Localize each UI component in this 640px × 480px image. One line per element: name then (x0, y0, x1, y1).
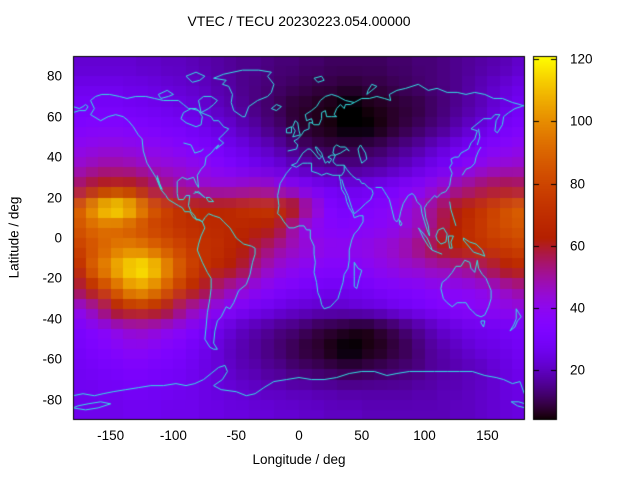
x-tick-label: -100 (159, 428, 187, 443)
x-tick-label: 150 (476, 428, 499, 443)
x-tick-label: -50 (226, 428, 246, 443)
y-tick-label: -60 (42, 351, 62, 367)
x-tick-label: -150 (97, 428, 125, 443)
chart-title: VTEC / TECU 20230223.054.00000 (187, 13, 411, 29)
y-tick-label: -40 (42, 311, 62, 327)
x-tick-label: 100 (413, 428, 436, 443)
y-tick-label: 0 (54, 230, 62, 246)
colorbar-tick-label: 40 (570, 300, 586, 316)
colorbar-tick-label: 60 (570, 238, 586, 254)
y-tick-label: 60 (46, 109, 62, 125)
y-tick-label: 80 (46, 68, 62, 84)
colorbar-tick-label: 120 (570, 51, 593, 67)
colorbar-tick-label: 80 (570, 176, 586, 192)
colorbar-tick-label: 100 (570, 113, 593, 129)
colorbar-tick-label: 20 (570, 362, 586, 378)
y-tick-label: 40 (46, 149, 62, 165)
y-tick-label: 20 (46, 190, 62, 206)
x-tick-label: 0 (295, 428, 303, 443)
y-tick-label: -80 (42, 392, 62, 408)
x-tick-label: 50 (354, 428, 370, 443)
y-tick-label: -20 (42, 270, 62, 286)
x-axis-label: Longitude / deg (252, 452, 346, 467)
